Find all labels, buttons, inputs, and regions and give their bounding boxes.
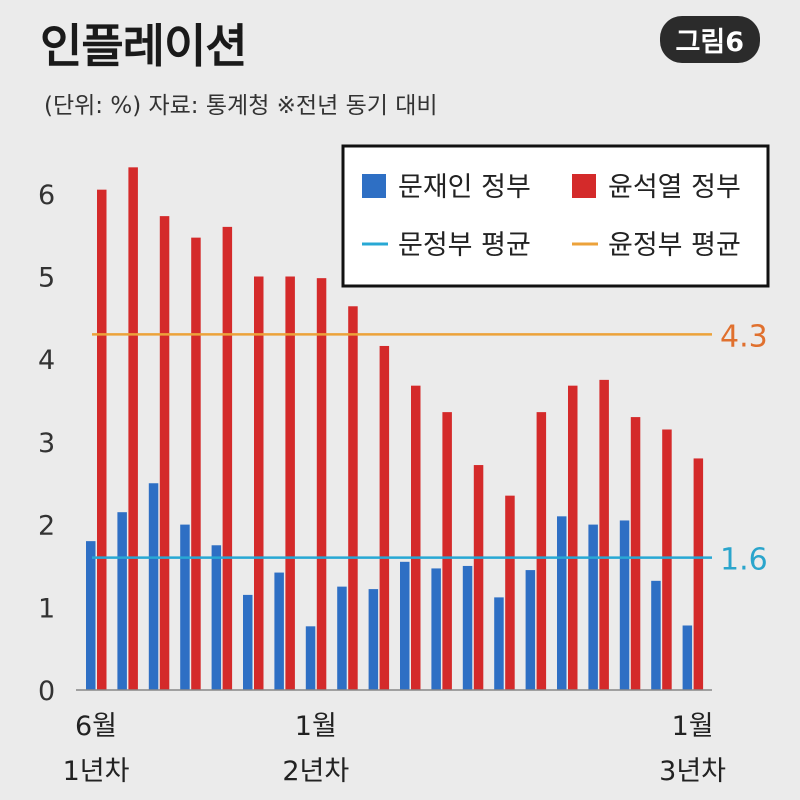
x-axis: 6월 1년차 1월 2년차 1월 3년차 — [63, 689, 726, 787]
x-tick-label: 1월 — [295, 711, 337, 742]
bar-yoon — [97, 189, 107, 691]
legend-label-moon: 문재인 정부 — [398, 172, 531, 203]
bar-moon — [525, 570, 536, 690]
bar-moon — [86, 541, 96, 690]
bar-moon — [557, 516, 567, 690]
bar-moon — [211, 545, 222, 690]
bar-moon — [588, 524, 598, 690]
y-tick-label: 0 — [38, 676, 55, 707]
bar-moon — [180, 524, 190, 690]
average-label-yoon: 4.3 — [720, 319, 768, 354]
bar-moon — [400, 561, 410, 690]
bar-moon — [148, 483, 159, 690]
bar-yoon — [222, 226, 233, 690]
bar-yoon — [128, 167, 138, 690]
legend-box — [341, 144, 770, 288]
legend: 문재인 정부 윤석열 정부 문정부 평균 윤정부 평균 — [341, 144, 770, 288]
chart-title: 인플레이션 — [40, 19, 248, 73]
bar-yoon — [662, 429, 672, 690]
figure-badge: 그림6 — [659, 16, 760, 63]
bar-yoon — [536, 412, 547, 690]
bar-yoon — [505, 495, 515, 690]
bar-yoon — [316, 278, 327, 690]
legend-label-yoon: 윤석열 정부 — [608, 172, 741, 203]
x-tick-label: 6월 — [75, 711, 117, 742]
y-tick-label: 4 — [38, 345, 55, 376]
x-tick-sublabel: 2년차 — [282, 756, 349, 787]
bar-yoon — [348, 306, 358, 690]
bar-moon — [337, 586, 347, 690]
bar-yoon — [191, 237, 201, 691]
y-tick-label: 1 — [38, 593, 55, 624]
bar-yoon — [693, 458, 704, 690]
bar-moon — [651, 580, 661, 690]
legend-swatch-yoon — [572, 174, 596, 198]
bar-yoon — [411, 385, 421, 690]
legend-label-yoon-avg: 윤정부 평균 — [608, 230, 741, 261]
y-tick-label: 3 — [38, 428, 55, 459]
bar-moon — [368, 589, 379, 690]
y-tick-label: 5 — [38, 263, 55, 294]
average-label-moon: 1.6 — [720, 543, 768, 578]
x-tick-sublabel: 3년차 — [659, 756, 726, 787]
chart-subtitle: (단위: %) 자료: 통계청 ※전년 동기 대비 — [44, 93, 438, 119]
legend-label-moon-avg: 문정부 평균 — [398, 230, 531, 261]
bar-moon — [274, 572, 284, 690]
bars-group — [86, 167, 704, 691]
bar-moon — [117, 512, 127, 690]
x-tick-sublabel: 1년차 — [63, 756, 130, 787]
y-tick-label: 2 — [38, 511, 55, 542]
bar-yoon — [379, 345, 390, 690]
legend-swatch-moon — [362, 174, 386, 198]
bar-yoon — [568, 385, 578, 690]
y-axis: 0 1 2 3 4 5 6 — [38, 180, 55, 707]
bar-moon — [619, 520, 630, 690]
bar-yoon — [599, 379, 609, 690]
bar-yoon — [254, 276, 264, 690]
x-tick-label: 1월 — [672, 711, 714, 742]
bar-yoon — [159, 216, 170, 690]
average-lines: 1.6 4.3 — [92, 319, 768, 578]
bar-moon — [682, 625, 693, 690]
bar-yoon — [473, 465, 484, 690]
bar-yoon — [285, 276, 295, 690]
bar-moon — [243, 594, 253, 690]
bar-moon — [305, 626, 316, 690]
bar-yoon — [442, 412, 452, 690]
bar-yoon — [630, 417, 641, 690]
bar-moon — [462, 565, 473, 690]
bar-moon — [431, 568, 441, 690]
y-tick-label: 6 — [38, 180, 55, 211]
bar-moon — [494, 597, 504, 690]
